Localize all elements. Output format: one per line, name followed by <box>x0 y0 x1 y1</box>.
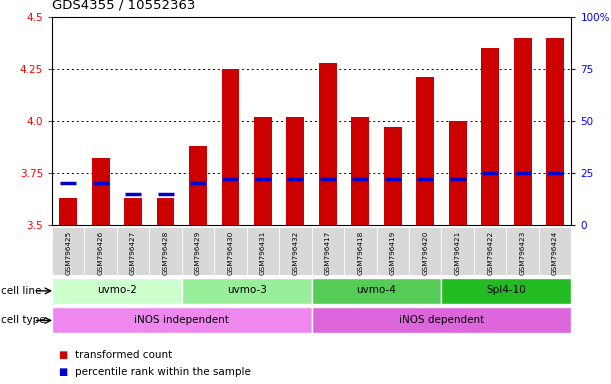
Bar <box>539 227 571 275</box>
Bar <box>92 158 109 225</box>
Text: ■: ■ <box>58 367 67 377</box>
Bar <box>416 78 434 225</box>
Bar <box>319 63 337 225</box>
Text: iNOS independent: iNOS independent <box>134 315 229 325</box>
Bar <box>344 227 376 275</box>
Bar <box>507 227 539 275</box>
Text: uvmo-2: uvmo-2 <box>97 285 137 295</box>
Text: GSM796431: GSM796431 <box>260 230 266 275</box>
Bar <box>84 227 117 275</box>
Text: GSM796421: GSM796421 <box>455 230 461 275</box>
Bar <box>156 198 175 225</box>
Bar <box>59 198 77 225</box>
Bar <box>182 227 214 275</box>
Bar <box>448 121 467 225</box>
Text: GSM796425: GSM796425 <box>65 230 71 275</box>
Bar <box>247 227 279 275</box>
Text: GSM796424: GSM796424 <box>552 230 558 275</box>
Bar <box>384 127 401 225</box>
Text: GSM796429: GSM796429 <box>195 230 201 275</box>
Bar <box>442 227 474 275</box>
Bar <box>312 308 571 333</box>
Bar <box>442 278 571 304</box>
Bar <box>149 227 182 275</box>
Bar <box>189 146 207 225</box>
Text: GSM796417: GSM796417 <box>325 230 331 275</box>
Text: GSM796432: GSM796432 <box>293 230 298 275</box>
Bar <box>546 38 564 225</box>
Text: GSM796427: GSM796427 <box>130 230 136 275</box>
Text: GSM796418: GSM796418 <box>357 230 364 275</box>
Bar <box>312 227 344 275</box>
Text: GDS4355 / 10552363: GDS4355 / 10552363 <box>52 0 196 12</box>
Text: transformed count: transformed count <box>75 350 172 360</box>
Bar <box>222 69 240 225</box>
Text: GSM796422: GSM796422 <box>487 230 493 275</box>
Bar <box>52 227 84 275</box>
Text: ■: ■ <box>58 350 67 360</box>
Bar <box>474 227 507 275</box>
Bar <box>481 48 499 225</box>
Bar <box>409 227 442 275</box>
Text: GSM796430: GSM796430 <box>227 230 233 275</box>
Bar <box>117 227 149 275</box>
Text: iNOS dependent: iNOS dependent <box>399 315 484 325</box>
Bar <box>376 227 409 275</box>
Text: uvmo-4: uvmo-4 <box>357 285 397 295</box>
Text: Spl4-10: Spl4-10 <box>486 285 526 295</box>
Bar <box>254 117 272 225</box>
Bar <box>279 227 312 275</box>
Bar <box>182 278 312 304</box>
Bar <box>287 117 304 225</box>
Text: percentile rank within the sample: percentile rank within the sample <box>75 367 251 377</box>
Text: cell line: cell line <box>1 286 42 296</box>
Bar <box>514 38 532 225</box>
Text: cell type: cell type <box>1 315 46 326</box>
Text: GSM796426: GSM796426 <box>98 230 104 275</box>
Text: GSM796420: GSM796420 <box>422 230 428 275</box>
Bar <box>312 278 442 304</box>
Bar <box>214 227 247 275</box>
Bar <box>52 278 182 304</box>
Text: GSM796423: GSM796423 <box>519 230 525 275</box>
Text: uvmo-3: uvmo-3 <box>227 285 266 295</box>
Text: GSM796428: GSM796428 <box>163 230 169 275</box>
Text: GSM796419: GSM796419 <box>390 230 396 275</box>
Bar <box>351 117 369 225</box>
Bar <box>52 308 312 333</box>
Bar <box>124 198 142 225</box>
